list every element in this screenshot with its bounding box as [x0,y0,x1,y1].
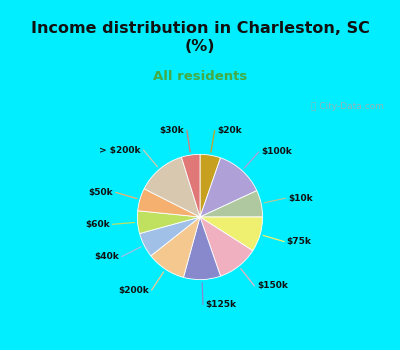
Wedge shape [151,217,200,278]
Text: > $200k: > $200k [99,146,141,155]
Text: $200k: $200k [118,286,149,295]
Wedge shape [200,217,253,276]
Wedge shape [200,217,263,251]
Wedge shape [144,157,200,217]
Wedge shape [140,217,200,256]
Text: $10k: $10k [288,194,313,203]
Wedge shape [200,191,263,217]
Wedge shape [182,154,200,217]
Text: ⓘ City-Data.com: ⓘ City-Data.com [311,102,384,111]
Wedge shape [200,154,220,217]
Text: $60k: $60k [86,220,110,229]
Text: $100k: $100k [261,147,292,156]
Wedge shape [137,211,200,233]
Text: $30k: $30k [160,126,184,135]
Text: $125k: $125k [206,300,236,309]
Wedge shape [138,189,200,217]
Text: $40k: $40k [94,252,119,261]
Text: $20k: $20k [217,126,242,135]
Text: $150k: $150k [257,281,288,290]
Text: $50k: $50k [89,188,113,197]
Wedge shape [184,217,220,280]
Text: All residents: All residents [153,70,247,83]
Text: $75k: $75k [287,237,312,246]
Text: Income distribution in Charleston, SC
(%): Income distribution in Charleston, SC (%… [30,21,370,54]
Wedge shape [200,158,257,217]
